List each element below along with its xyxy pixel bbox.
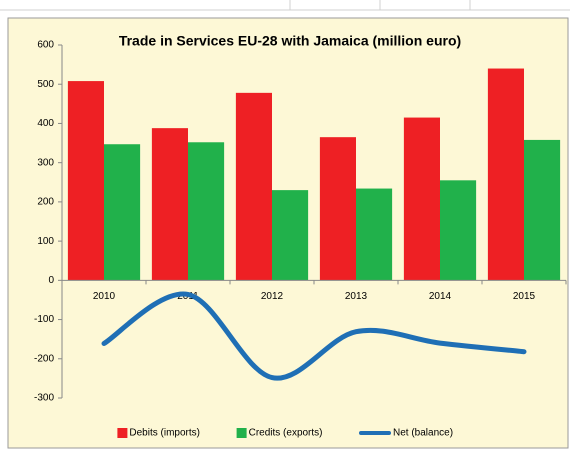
y-tick-label: 400 [37, 118, 54, 129]
y-tick-label: -200 [34, 353, 54, 364]
bar [403, 117, 440, 281]
y-tick-label: 200 [37, 197, 54, 208]
y-tick-label: 100 [37, 236, 54, 247]
bar [487, 68, 524, 281]
x-tick-label: 2014 [429, 291, 452, 302]
y-tick-label: 300 [37, 157, 54, 168]
x-tick-label: 2013 [345, 291, 368, 302]
y-tick-label: 600 [37, 40, 54, 51]
legend-label: Credits (exports) [249, 428, 323, 439]
x-tick-label: 2015 [513, 291, 536, 302]
bar [235, 92, 272, 281]
line-series [101, 291, 527, 381]
y-tick-label: -300 [34, 393, 54, 404]
y-tick-label: 0 [48, 275, 54, 286]
y-tick-label: 500 [37, 79, 54, 90]
x-tick-label: 2012 [261, 291, 284, 302]
bar [188, 142, 225, 281]
legend-swatch [117, 428, 128, 438]
bar [319, 137, 356, 281]
bar [272, 190, 309, 281]
bar [440, 180, 477, 281]
chart-title: Trade in Services EU-28 with Jamaica (mi… [119, 33, 461, 49]
bar [524, 139, 561, 281]
x-tick-label: 2010 [93, 291, 116, 302]
legend-label: Net (balance) [393, 428, 453, 439]
bar [67, 81, 104, 281]
legend-label: Debits (imports) [129, 428, 200, 439]
y-tick-label: -100 [34, 314, 54, 325]
bar [356, 188, 393, 281]
bar [151, 128, 188, 281]
legend-swatch [236, 428, 247, 438]
bar [104, 144, 141, 281]
